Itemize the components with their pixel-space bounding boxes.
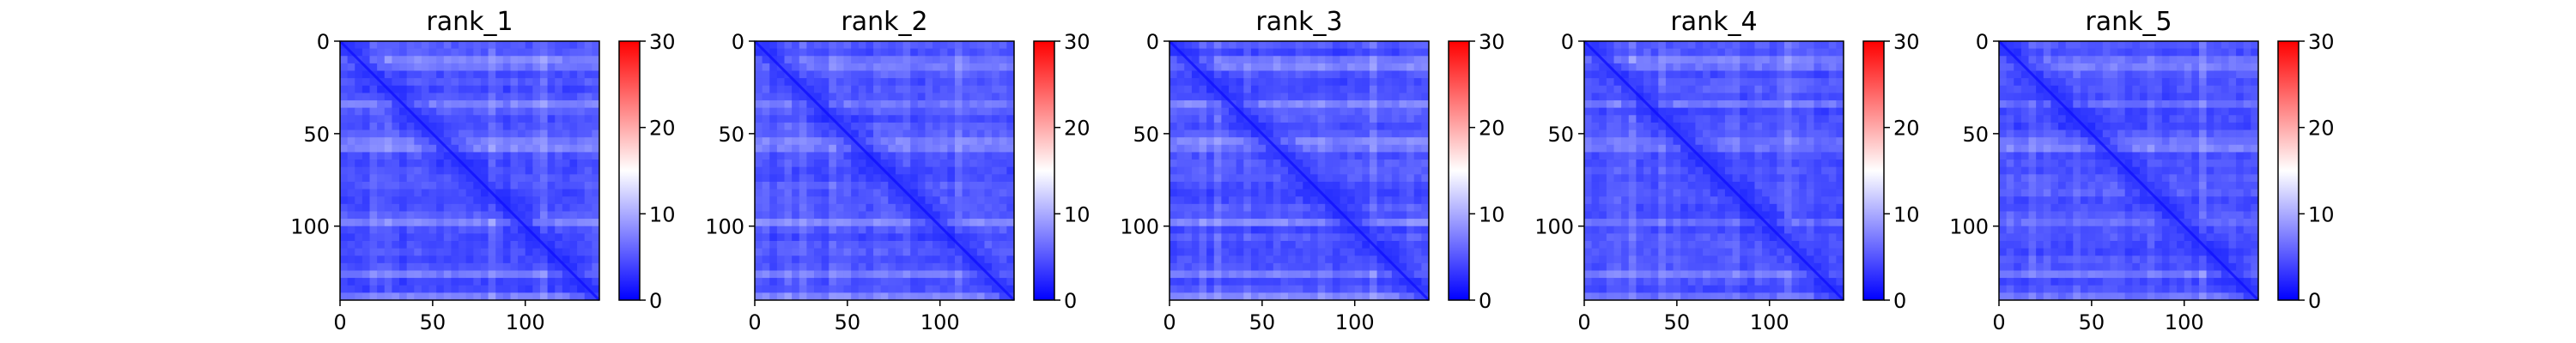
colorbar-tick-label: 20 bbox=[2308, 117, 2335, 141]
y-tick-label: 0 bbox=[1561, 30, 1574, 54]
heatmap-panel: rank_2 0 50 100 0 50 100 0 10 20 30 bbox=[705, 7, 1090, 334]
panel-title: rank_4 bbox=[1670, 7, 1757, 37]
colorbar-tick-label: 20 bbox=[1893, 117, 1920, 141]
y-tick-label: 100 bbox=[1534, 215, 1574, 239]
x-tick-label: 50 bbox=[1664, 310, 1691, 334]
x-tick-label: 100 bbox=[506, 310, 545, 334]
y-tick-label: 0 bbox=[732, 30, 744, 54]
heatmap-panel: rank_4 0 50 100 0 50 100 0 10 20 30 bbox=[1534, 7, 1919, 334]
heatmap-cells bbox=[1583, 39, 1845, 302]
x-tick-label: 0 bbox=[1163, 310, 1176, 334]
colorbar-tick-label: 30 bbox=[1893, 30, 1920, 54]
colorbar-tick-label: 10 bbox=[2308, 202, 2335, 226]
y-tick-label: 50 bbox=[1962, 123, 1989, 147]
heatmap-panel: rank_3 0 50 100 0 50 100 0 10 20 30 bbox=[1120, 7, 1504, 334]
colorbar-tick-label: 30 bbox=[649, 30, 676, 54]
x-tick-label: 50 bbox=[1249, 310, 1276, 334]
colorbar-tick-label: 0 bbox=[1064, 289, 1077, 313]
y-tick-label: 50 bbox=[718, 123, 744, 147]
colorbar-tick-label: 10 bbox=[1064, 202, 1091, 226]
colorbar bbox=[618, 40, 641, 301]
colorbar-tick-label: 0 bbox=[1893, 289, 1906, 313]
heatmap-cells bbox=[753, 39, 1016, 302]
colorbar-tick-label: 20 bbox=[1064, 117, 1091, 141]
y-tick-label: 0 bbox=[317, 30, 330, 54]
y-tick-label: 100 bbox=[705, 215, 744, 239]
colorbar-tick-label: 30 bbox=[1479, 30, 1505, 54]
heatmap-panel: rank_5 0 50 100 0 50 100 0 10 20 30 bbox=[1949, 7, 2334, 334]
y-tick-label: 50 bbox=[303, 123, 330, 147]
colorbar bbox=[1033, 40, 1055, 301]
y-tick-label: 100 bbox=[1949, 215, 1989, 239]
colorbar bbox=[2277, 40, 2300, 301]
colorbar-tick-label: 0 bbox=[649, 289, 662, 313]
y-tick-label: 0 bbox=[1976, 30, 1989, 54]
axes-frame bbox=[754, 40, 1015, 301]
axes-frame bbox=[1169, 40, 1430, 301]
colorbar-tick-label: 20 bbox=[1479, 117, 1505, 141]
colorbar bbox=[1448, 40, 1470, 301]
x-tick-label: 50 bbox=[420, 310, 447, 334]
colorbar-tick-label: 0 bbox=[1479, 289, 1492, 313]
y-tick-label: 0 bbox=[1146, 30, 1159, 54]
colorbar-tick-label: 10 bbox=[649, 202, 676, 226]
axes-frame bbox=[1998, 40, 2259, 301]
heatmap-cells bbox=[338, 39, 601, 302]
heatmap-panel: rank_1 0 50 100 0 50 100 0 10 20 30 bbox=[290, 7, 675, 334]
x-tick-label: 0 bbox=[333, 310, 346, 334]
x-tick-label: 0 bbox=[748, 310, 761, 334]
x-tick-label: 50 bbox=[835, 310, 861, 334]
panel-title: rank_2 bbox=[841, 7, 927, 37]
panel-title: rank_5 bbox=[2085, 7, 2172, 37]
panel-title: rank_1 bbox=[426, 7, 513, 37]
colorbar-tick-label: 30 bbox=[1064, 30, 1091, 54]
y-tick-label: 100 bbox=[1120, 215, 1159, 239]
x-tick-label: 50 bbox=[2079, 310, 2105, 334]
panel-title: rank_3 bbox=[1255, 7, 1342, 37]
axes-frame bbox=[339, 40, 600, 301]
colorbar bbox=[1862, 40, 1885, 301]
x-tick-label: 0 bbox=[1577, 310, 1590, 334]
y-tick-label: 50 bbox=[1133, 123, 1159, 147]
y-tick-label: 50 bbox=[1547, 123, 1574, 147]
colorbar-tick-label: 30 bbox=[2308, 30, 2335, 54]
colorbar-tick-label: 10 bbox=[1479, 202, 1505, 226]
colorbar-tick-label: 10 bbox=[1893, 202, 1920, 226]
x-tick-label: 100 bbox=[920, 310, 960, 334]
x-tick-label: 100 bbox=[2165, 310, 2204, 334]
heatmap-cells bbox=[1997, 39, 2260, 302]
x-tick-label: 0 bbox=[1992, 310, 2005, 334]
colorbar-tick-label: 20 bbox=[649, 117, 676, 141]
x-tick-label: 100 bbox=[1335, 310, 1375, 334]
axes-frame bbox=[1583, 40, 1844, 301]
heatmap-cells bbox=[1168, 39, 1431, 302]
x-tick-label: 100 bbox=[1750, 310, 1789, 334]
y-tick-label: 100 bbox=[290, 215, 330, 239]
colorbar-tick-label: 0 bbox=[2308, 289, 2321, 313]
